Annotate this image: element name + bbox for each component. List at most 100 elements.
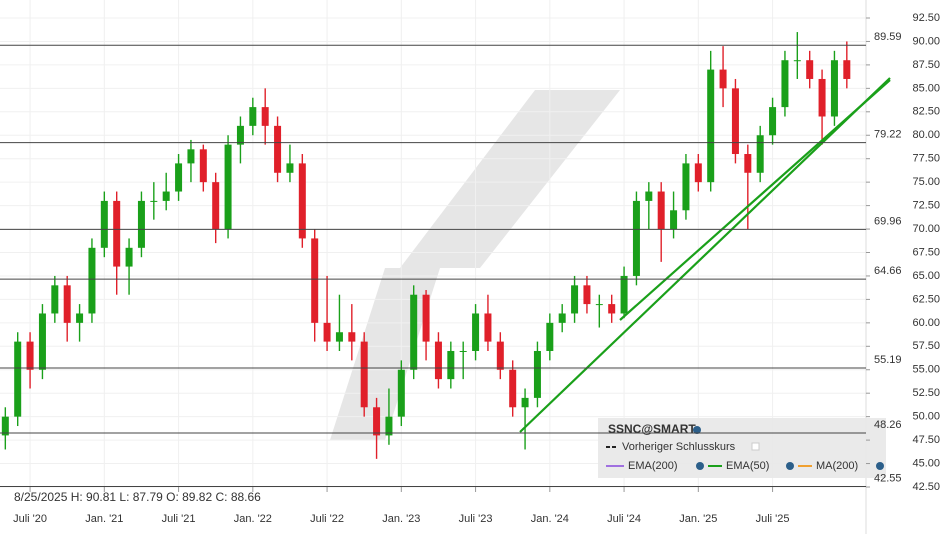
candle-body [88, 247, 96, 314]
y-tick-label: 80.00 [912, 129, 940, 141]
candle-body [769, 107, 777, 136]
candle-body [719, 69, 727, 89]
candle-body [459, 350, 467, 352]
candle-body [496, 341, 504, 370]
x-tick-label: Jan. '22 [234, 513, 272, 525]
level-label: 42.55 [874, 472, 902, 484]
candle-body [100, 200, 108, 248]
candle-body [311, 238, 319, 323]
candle-body [137, 200, 145, 248]
candle-body [360, 341, 368, 408]
candle-body [38, 313, 46, 370]
candle-body [830, 60, 838, 117]
candle-body [533, 350, 541, 398]
candle-body [509, 369, 517, 408]
x-tick-label: Juli '21 [162, 513, 196, 525]
level-label: 69.96 [874, 215, 902, 227]
candle-body [26, 341, 34, 370]
y-tick-label: 65.00 [912, 270, 940, 282]
x-tick-label: Juli '22 [310, 513, 344, 525]
candle-body [447, 350, 455, 380]
candle-body [212, 182, 220, 230]
candle-body [76, 313, 84, 323]
legend: SSNC@SMART Vorheriger Schlusskurs EMA(20… [598, 418, 886, 478]
info-line: 8/25/2025 H: 90.81 L: 87.79 O: 89.82 C: … [14, 490, 261, 504]
candle-body [521, 397, 529, 408]
candle-body [51, 285, 59, 314]
y-tick-label: 47.50 [912, 434, 940, 446]
x-tick-label: Jan. '24 [531, 513, 569, 525]
y-tick-label: 87.50 [912, 59, 940, 71]
y-tick-label: 90.00 [912, 35, 940, 47]
candle-body [657, 191, 665, 230]
y-tick-label: 82.50 [912, 106, 940, 118]
candle-body [397, 369, 405, 417]
candle-body [274, 125, 282, 173]
candle-body [434, 341, 442, 380]
y-tick-label: 85.00 [912, 82, 940, 94]
candle-body [249, 107, 257, 126]
trendlines [519, 77, 891, 433]
level-label: 89.59 [874, 31, 902, 43]
candle-body [175, 163, 183, 192]
x-tick-label: Jan. '21 [85, 513, 123, 525]
y-tick-label: 55.00 [912, 364, 940, 376]
candle-body [546, 322, 554, 351]
candle-body [298, 163, 306, 239]
candle-body [335, 332, 343, 342]
candle-body [707, 69, 715, 183]
candle-body [608, 304, 616, 314]
y-tick-label: 52.50 [912, 387, 940, 399]
candle-body [236, 125, 244, 145]
candle-body [595, 304, 603, 306]
y-tick-label: 50.00 [912, 411, 940, 423]
candle-body [224, 144, 232, 230]
candle-body [670, 210, 678, 230]
candle-body [620, 275, 628, 314]
candle-body [1, 416, 9, 436]
level-label: 79.22 [874, 128, 902, 140]
legend-item: Vorheriger Schlusskurs [622, 441, 736, 453]
candle-body [125, 247, 133, 267]
candle-body [162, 191, 170, 201]
candle-body [472, 313, 480, 351]
candle-body [645, 191, 653, 201]
candle-body [199, 149, 207, 183]
y-tick-label: 42.50 [912, 481, 940, 493]
y-tick-label: 70.00 [912, 223, 940, 235]
candle-body [286, 163, 294, 173]
candle-body [348, 332, 356, 342]
y-tick-label: 67.50 [912, 246, 940, 258]
candle-body [818, 78, 826, 117]
candle-body [113, 200, 121, 267]
level-label: 48.26 [874, 419, 902, 431]
candle-body [806, 60, 814, 79]
y-tick-label: 62.50 [912, 293, 940, 305]
x-tick-label: Jan. '23 [382, 513, 420, 525]
candle-body [694, 163, 702, 183]
candle-body [373, 407, 381, 436]
legend-item: EMA(50) [726, 460, 769, 472]
candles [1, 32, 851, 459]
candle-body [682, 163, 690, 211]
x-tick-label: Juli '25 [756, 513, 790, 525]
y-tick-label: 72.50 [912, 200, 940, 212]
legend-symbol: SSNC@SMART [608, 422, 696, 436]
y-tick-label: 45.00 [912, 457, 940, 469]
y-tick-label: 75.00 [912, 176, 940, 188]
candle-body [385, 416, 393, 436]
candle-body [632, 200, 640, 276]
candle-body [571, 285, 579, 314]
y-tick-label: 92.50 [912, 12, 940, 24]
legend-item: MA(200) [816, 460, 858, 472]
legend-item: EMA(200) [628, 460, 678, 472]
y-tick-label: 77.50 [912, 153, 940, 165]
candle-body [187, 149, 195, 164]
x-tick-label: Jan. '25 [679, 513, 717, 525]
candle-body [756, 135, 764, 173]
candle-body [843, 60, 851, 79]
x-tick-label: Juli '24 [607, 513, 641, 525]
y-tick-label: 60.00 [912, 317, 940, 329]
level-label: 55.19 [874, 354, 902, 366]
